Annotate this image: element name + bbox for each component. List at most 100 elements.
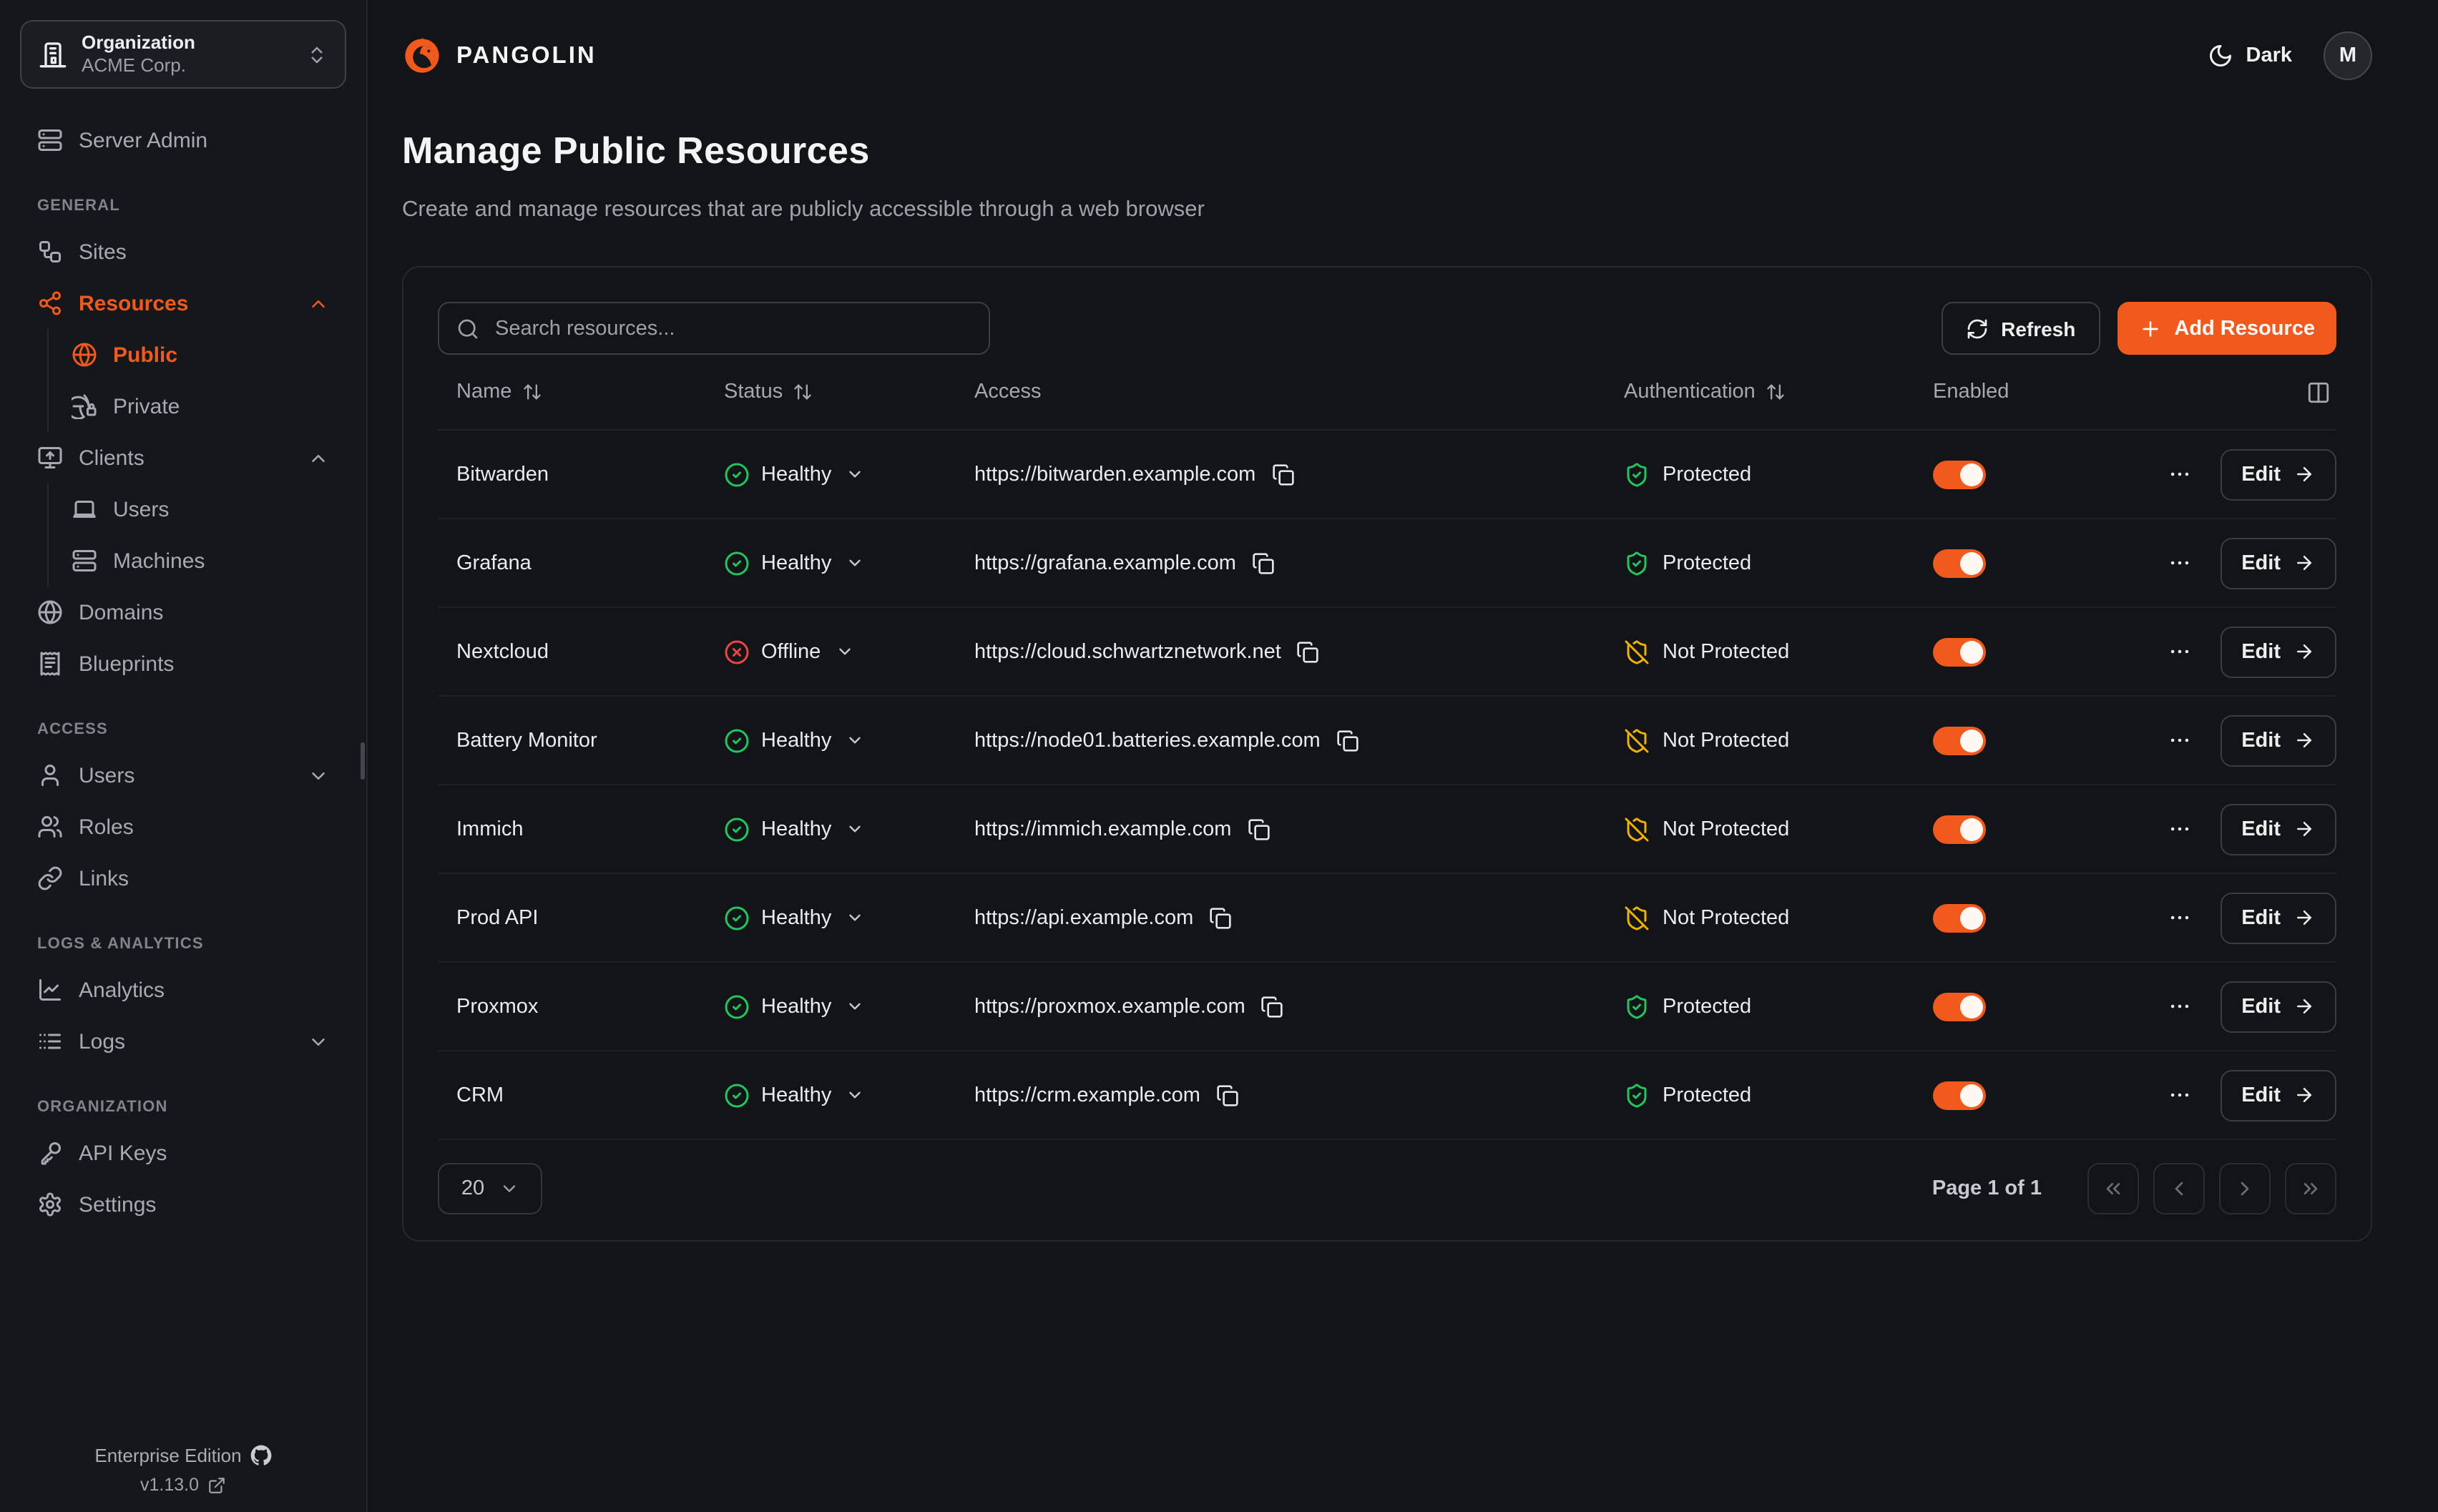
edit-button[interactable]: Edit xyxy=(2220,715,2336,767)
status-dropdown[interactable]: Healthy xyxy=(724,462,864,488)
sidebar-item-users[interactable]: Users xyxy=(20,750,346,801)
arrow-right-icon xyxy=(2293,642,2315,663)
status-dropdown[interactable]: Healthy xyxy=(724,728,864,754)
sort-icon xyxy=(793,383,813,403)
enabled-toggle[interactable] xyxy=(1933,637,1986,667)
globe-lock-icon xyxy=(72,393,97,419)
edit-button[interactable]: Edit xyxy=(2220,537,2336,589)
sidebar-item-api-keys[interactable]: API Keys xyxy=(20,1127,346,1179)
next-page-button[interactable] xyxy=(2219,1163,2271,1215)
add-resource-button[interactable]: Add Resource xyxy=(2117,302,2336,355)
edit-button[interactable]: Edit xyxy=(2220,981,2336,1033)
copy-icon[interactable] xyxy=(1247,818,1270,841)
enabled-toggle[interactable] xyxy=(1933,726,1986,755)
resource-url: https://node01.batteries.example.com xyxy=(974,729,1321,752)
refresh-button[interactable]: Refresh xyxy=(1941,302,2100,355)
toggle-knob xyxy=(1960,463,1983,486)
sidebar-item-label: Settings xyxy=(79,1192,157,1217)
copy-icon[interactable] xyxy=(1297,641,1320,664)
sidebar-item-label: Public xyxy=(113,343,178,367)
row-menu-button[interactable] xyxy=(2161,812,2197,848)
resource-url: https://proxmox.example.com xyxy=(974,995,1245,1018)
sidebar-item-settings[interactable]: Settings xyxy=(20,1179,346,1230)
first-page-button[interactable] xyxy=(2087,1163,2139,1215)
copy-icon[interactable] xyxy=(1209,907,1232,930)
row-menu-button[interactable] xyxy=(2161,546,2197,581)
enabled-toggle[interactable] xyxy=(1933,1081,1986,1110)
sidebar-item-label: Sites xyxy=(79,240,127,264)
github-icon[interactable] xyxy=(250,1445,272,1466)
status-dropdown[interactable]: Healthy xyxy=(724,994,864,1020)
copy-icon[interactable] xyxy=(1336,730,1359,752)
copy-icon[interactable] xyxy=(1271,463,1294,486)
brand[interactable]: PANGOLIN xyxy=(402,36,597,76)
enabled-toggle[interactable] xyxy=(1933,903,1986,933)
card-toolbar: Refresh Add Resource xyxy=(438,302,2336,355)
sidebar-item-private[interactable]: Private xyxy=(52,381,346,432)
sidebar-item-blueprints[interactable]: Blueprints xyxy=(20,638,346,689)
sidebar-item-public[interactable]: Public xyxy=(52,329,346,381)
sidebar-item-logs[interactable]: Logs xyxy=(20,1016,346,1067)
chevron-down-icon xyxy=(846,466,864,484)
sidebar-scrollbar[interactable] xyxy=(361,742,365,780)
arrow-right-icon xyxy=(2293,819,2315,840)
status-dropdown[interactable]: Healthy xyxy=(724,1083,864,1109)
enabled-toggle[interactable] xyxy=(1933,460,1986,489)
column-header-enabled: Enabled xyxy=(1933,381,2009,404)
column-header-name[interactable]: Name xyxy=(438,381,705,404)
sidebar-item-sites[interactable]: Sites xyxy=(20,226,346,278)
search-box xyxy=(438,302,990,355)
healthy-status-icon xyxy=(724,1083,750,1109)
external-link-icon[interactable] xyxy=(207,1476,226,1494)
search-icon xyxy=(456,318,479,340)
status-dropdown[interactable]: Offline xyxy=(724,639,853,665)
server-icon xyxy=(37,127,63,153)
clients-subgroup: Users Machines xyxy=(47,483,346,586)
row-menu-button[interactable] xyxy=(2161,723,2197,759)
row-menu-button[interactable] xyxy=(2161,1078,2197,1114)
toggle-knob xyxy=(1960,995,1983,1018)
columns-icon[interactable] xyxy=(2306,381,2331,405)
server-icon xyxy=(72,548,97,574)
page-size-select[interactable]: 20 xyxy=(438,1163,542,1215)
sidebar-item-roles[interactable]: Roles xyxy=(20,801,346,853)
search-input[interactable] xyxy=(492,315,971,342)
column-header-authentication[interactable]: Authentication xyxy=(1605,381,1914,404)
edit-button[interactable]: Edit xyxy=(2220,1069,2336,1121)
avatar[interactable]: M xyxy=(2324,31,2372,80)
sidebar-item-clients[interactable]: Clients xyxy=(20,432,346,483)
column-header-status[interactable]: Status xyxy=(705,381,956,404)
edit-button[interactable]: Edit xyxy=(2220,626,2336,678)
copy-icon[interactable] xyxy=(1216,1084,1239,1107)
sidebar-item-analytics[interactable]: Analytics xyxy=(20,964,346,1016)
enabled-toggle[interactable] xyxy=(1933,549,1986,578)
toggle-knob xyxy=(1960,729,1983,752)
sort-icon xyxy=(1766,383,1786,403)
status-dropdown[interactable]: Healthy xyxy=(724,905,864,931)
row-menu-button[interactable] xyxy=(2161,989,2197,1025)
last-page-button[interactable] xyxy=(2285,1163,2336,1215)
row-menu-button[interactable] xyxy=(2161,457,2197,493)
copy-icon[interactable] xyxy=(1252,552,1275,575)
edit-button[interactable]: Edit xyxy=(2220,892,2336,944)
copy-icon[interactable] xyxy=(1261,996,1284,1018)
row-menu-button[interactable] xyxy=(2161,900,2197,936)
edit-button[interactable]: Edit xyxy=(2220,448,2336,501)
org-switcher[interactable]: Organization ACME Corp. xyxy=(20,20,346,89)
status-label: Healthy xyxy=(761,995,832,1018)
prev-page-button[interactable] xyxy=(2153,1163,2205,1215)
sidebar-item-resources[interactable]: Resources xyxy=(20,278,346,329)
sidebar-item-links[interactable]: Links xyxy=(20,853,346,904)
link-icon xyxy=(37,865,63,891)
status-dropdown[interactable]: Healthy xyxy=(724,551,864,576)
sidebar-item-domains[interactable]: Domains xyxy=(20,586,346,638)
enabled-toggle[interactable] xyxy=(1933,992,1986,1021)
sidebar-item-machines[interactable]: Machines xyxy=(52,535,346,586)
edit-button[interactable]: Edit xyxy=(2220,803,2336,855)
enabled-toggle[interactable] xyxy=(1933,815,1986,844)
sidebar-item-server-admin[interactable]: Server Admin xyxy=(20,114,346,166)
theme-toggle[interactable]: Dark xyxy=(2208,43,2292,69)
status-dropdown[interactable]: Healthy xyxy=(724,817,864,843)
sidebar-item-client-users[interactable]: Users xyxy=(52,483,346,535)
row-menu-button[interactable] xyxy=(2161,634,2197,670)
